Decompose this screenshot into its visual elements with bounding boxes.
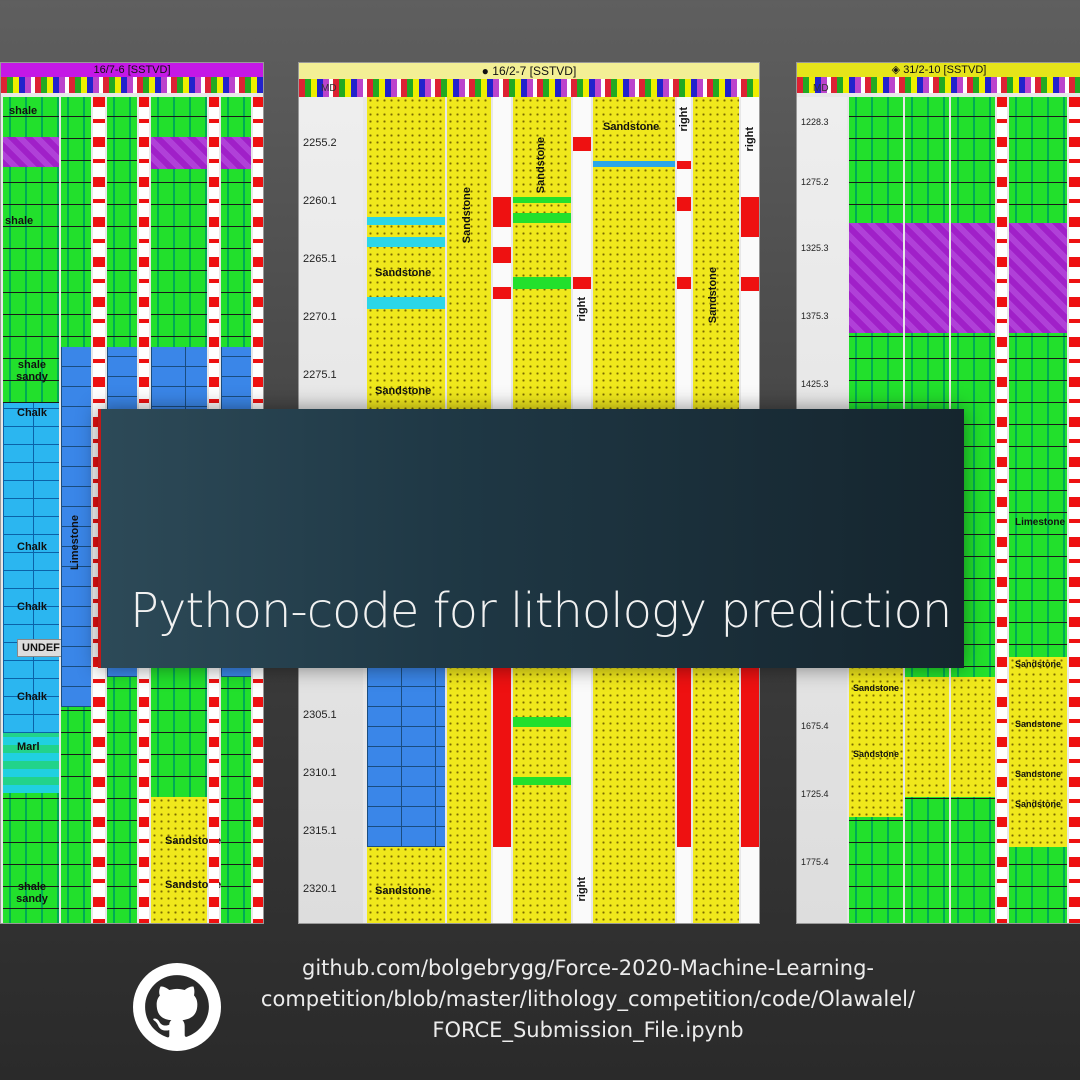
- lith-label: Sandstone: [1015, 659, 1062, 669]
- accuracy-label: right: [576, 297, 588, 322]
- depth-label: 2305.1: [303, 709, 337, 721]
- well-title-right: ◈ 31/2-10 [SSTVD]: [797, 63, 1080, 78]
- lith-label: Sandstone: [1015, 799, 1062, 809]
- depth-label: 2315.1: [303, 825, 337, 837]
- accuracy-track: [1069, 97, 1080, 923]
- repository-link-line: competition/blob/master/lithology_compet…: [260, 987, 916, 1011]
- lith-label-undef: UNDEF: [17, 639, 65, 657]
- depth-label: 1725.4: [801, 789, 829, 799]
- depth-label: 2265.1: [303, 253, 337, 265]
- repository-link-line: github.com/bolgebrygg/Force-2020-Machine…: [302, 956, 874, 980]
- repository-link-line: FORCE_Submission_File.ipynb: [432, 1018, 744, 1042]
- prediction-track: Limestone Sandstone Sandstone Sandstone …: [1009, 97, 1067, 923]
- depth-label: 1275.2: [801, 177, 829, 187]
- lith-label: Sandstone: [375, 885, 432, 897]
- depth-label: 1425.3: [801, 379, 829, 389]
- lith-label: Chalk: [17, 691, 47, 703]
- banner-title: Python-code for lithology prediction: [130, 583, 952, 639]
- depth-label: 1375.3: [801, 311, 829, 321]
- lith-label: Limestone: [69, 515, 81, 571]
- lith-label: Sandstone: [165, 835, 222, 847]
- lith-label: Sandstone: [1015, 769, 1062, 779]
- well-marker-icon: ◈: [891, 64, 901, 76]
- depth-label: 1775.4: [801, 857, 829, 867]
- banner-accent-edge: [98, 409, 101, 668]
- lithology-track: shale shale shale sandy Chalk Chalk Chal…: [3, 97, 65, 923]
- lith-label: Sandstone: [535, 137, 547, 194]
- lith-label: shale: [5, 215, 34, 227]
- accuracy-label: right: [744, 127, 756, 152]
- track-header-strip: [797, 77, 1080, 93]
- lith-label: Sandstone: [375, 267, 432, 279]
- lith-label: Limestone: [1015, 517, 1066, 528]
- depth-label: 2260.1: [303, 195, 337, 207]
- lith-label: Chalk: [17, 541, 47, 553]
- lith-label: shale sandy: [16, 359, 48, 383]
- track-header-strip: [299, 79, 759, 97]
- lith-label: Sandstone: [603, 121, 660, 133]
- well-title-left: 16/7-6 [SSTVD]: [1, 63, 263, 78]
- lith-label: Sandstone: [1015, 719, 1062, 729]
- accuracy-label: right: [576, 877, 588, 902]
- prediction-track: Limestone: [61, 97, 91, 923]
- md-label: MD: [321, 83, 337, 94]
- well-marker-icon: ●: [481, 64, 489, 78]
- accuracy-track: [997, 97, 1007, 923]
- lith-label: Marl: [17, 741, 40, 753]
- lith-label: Chalk: [17, 407, 47, 419]
- lith-label: Chalk: [17, 601, 47, 613]
- title-banner: Python-code for lithology prediction: [98, 409, 964, 668]
- lith-label: Sandstone: [853, 683, 900, 693]
- md-label: MD: [813, 83, 829, 94]
- repository-link[interactable]: github.com/bolgebrygg/Force-2020-Machine…: [238, 953, 938, 1046]
- lith-label: shale sandy: [16, 881, 48, 905]
- depth-label: 2275.1: [303, 369, 337, 381]
- lith-label: shale: [9, 105, 38, 117]
- depth-label: 1325.3: [801, 243, 829, 253]
- lith-label: Sandstone: [165, 879, 222, 891]
- accuracy-label: right: [678, 107, 690, 132]
- lith-label: Sandstone: [375, 385, 432, 397]
- depth-label: 1228.3: [801, 117, 829, 127]
- depth-label: 1675.4: [801, 721, 829, 731]
- lith-label: Sandstone: [853, 749, 900, 759]
- track-header-strip: [1, 77, 263, 93]
- depth-label: 2310.1: [303, 767, 337, 779]
- depth-label: 2270.1: [303, 311, 337, 323]
- well-panel-left: 16/7-6 [SSTVD] shale shale shale sandy C…: [0, 62, 264, 924]
- lith-label: Sandstone: [707, 267, 719, 324]
- lith-label: Sandstone: [461, 187, 473, 244]
- github-icon[interactable]: [133, 963, 221, 1051]
- depth-label: 2320.1: [303, 883, 337, 895]
- depth-label: 2255.2: [303, 137, 337, 149]
- well-title-middle: ● 16/2-7 [SSTVD]: [299, 63, 759, 80]
